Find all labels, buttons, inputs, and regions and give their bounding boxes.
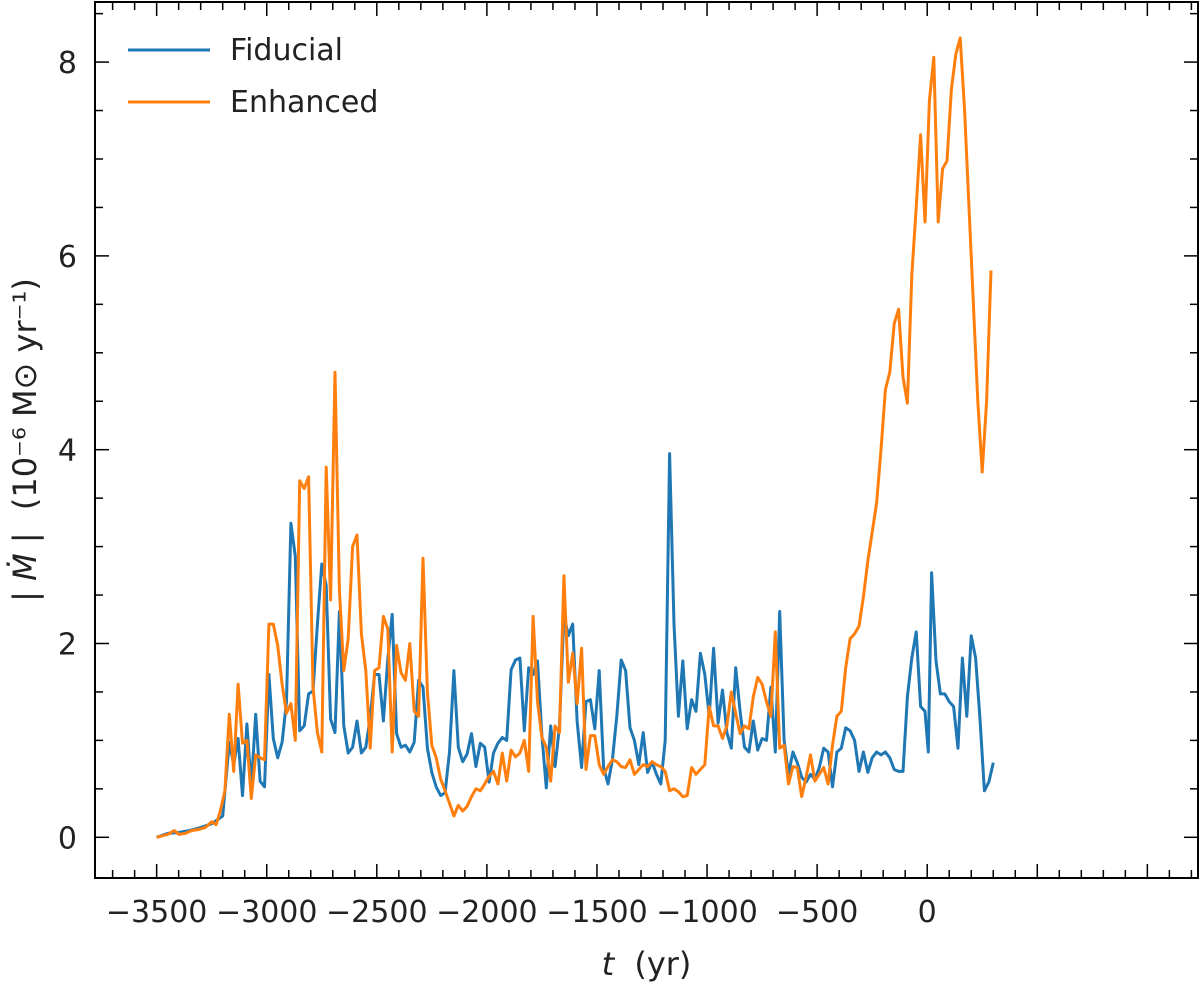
x-tick-label: 0 (918, 895, 937, 930)
y-tick-label: 6 (58, 240, 77, 275)
series-line-fiducial (156, 452, 995, 839)
x-tick-label: −3000 (216, 895, 317, 930)
legend: Fiducial Enhanced (128, 33, 378, 120)
y-axis-label-variable: Ṁ (6, 553, 44, 581)
y-axis-label-suffix: | (6, 532, 44, 543)
y-tick-label: 0 (58, 821, 77, 856)
y-tick-label: 2 (58, 627, 77, 662)
x-tick-label: −1000 (656, 895, 757, 930)
y-axis-label: | Ṁ | (10⁻⁶ M⊙ yr⁻¹) (6, 278, 44, 602)
x-axis-label: t (yr) (602, 945, 692, 983)
x-tick-label: −3500 (106, 895, 207, 930)
y-tick-label: 8 (58, 46, 77, 81)
y-axis-label-unit: (10⁻⁶ M⊙ yr⁻¹) (6, 278, 44, 510)
legend-label-fiducial: Fiducial (230, 33, 343, 68)
legend-label-enhanced: Enhanced (230, 85, 378, 120)
series-line-enhanced (156, 36, 993, 839)
x-tick-label: −500 (776, 895, 858, 930)
x-tick-label: −2500 (326, 895, 427, 930)
x-tick-label: −2000 (436, 895, 537, 930)
x-axis-label-unit: (yr) (634, 945, 691, 983)
axis-ticks (95, 2, 1198, 878)
plot-frame (94, 1, 1199, 879)
x-axis-label-variable: t (602, 945, 616, 983)
y-tick-label: 4 (58, 434, 77, 469)
series-lines (156, 36, 995, 839)
y-axis-label-prefix: | (6, 591, 44, 602)
x-tick-label: −1500 (546, 895, 647, 930)
tick-labels: −3500 −3000 −2500 −2000 −1500 −1000 −500 0 0 2 4 6 8 (58, 46, 937, 930)
